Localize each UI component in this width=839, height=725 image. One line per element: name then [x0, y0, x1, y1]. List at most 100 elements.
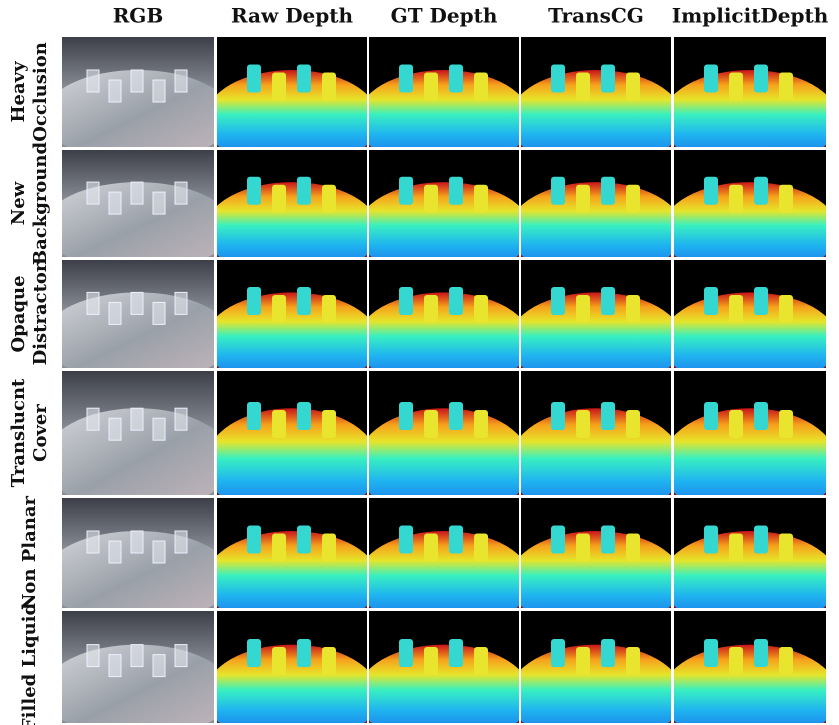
object-depth [779, 72, 793, 101]
object-depth [399, 402, 413, 430]
object-depth [779, 533, 793, 562]
object-depth [449, 287, 463, 315]
object-depth [551, 176, 565, 205]
object-depth [576, 647, 590, 675]
object-depth [704, 402, 718, 430]
glass [86, 181, 100, 205]
glass [130, 291, 144, 315]
column-header: TransCG [548, 4, 644, 28]
glass [86, 69, 100, 93]
object-depth [272, 184, 286, 213]
object-depth [272, 647, 286, 675]
object-depth [297, 525, 311, 554]
object-depth [297, 64, 311, 93]
object-depth [399, 176, 413, 205]
object-depth [626, 533, 640, 562]
depth-image [217, 498, 367, 608]
glass [86, 530, 100, 554]
object-depth [601, 176, 615, 205]
object-depth [297, 287, 311, 315]
object-depth [626, 295, 640, 323]
glass [152, 191, 166, 215]
rgb-image [62, 150, 214, 257]
object-depth [474, 295, 488, 323]
object-depth [399, 287, 413, 315]
depth-image [674, 260, 826, 368]
depth-image [674, 37, 826, 147]
object-depth [754, 176, 768, 205]
object-depth [754, 287, 768, 315]
glass [174, 181, 188, 205]
object-depth [576, 72, 590, 101]
glass [174, 291, 188, 315]
object-depth [576, 410, 590, 438]
object-depth [626, 72, 640, 101]
object-depth [247, 287, 261, 315]
object-depth [474, 184, 488, 213]
glass [86, 644, 100, 668]
object-depth [576, 184, 590, 213]
object-depth [704, 64, 718, 93]
depth-image [217, 37, 367, 147]
rgb-image [62, 611, 214, 723]
glass [108, 301, 122, 325]
row-label: Filled Liquid [19, 602, 40, 725]
object-depth [704, 287, 718, 315]
object-depth [449, 639, 463, 667]
object-depth [551, 639, 565, 667]
glass [86, 291, 100, 315]
row-label: Occlusion [30, 42, 51, 142]
glass [152, 654, 166, 678]
object-depth [247, 639, 261, 667]
object-depth [729, 184, 743, 213]
object-depth [779, 647, 793, 675]
object-depth [576, 295, 590, 323]
object-depth [322, 647, 336, 675]
object-depth [449, 402, 463, 430]
object-depth [626, 647, 640, 675]
object-depth [424, 647, 438, 675]
glass [152, 540, 166, 564]
glass [108, 654, 122, 678]
depth-image [674, 498, 826, 608]
object-depth [424, 533, 438, 562]
object-depth [729, 295, 743, 323]
column-header: ImplicitDepth [672, 4, 829, 28]
glass [108, 79, 122, 103]
object-depth [474, 647, 488, 675]
object-depth [247, 402, 261, 430]
column-header: RGB [113, 4, 164, 28]
object-depth [247, 176, 261, 205]
depth-image [369, 260, 519, 368]
object-depth [424, 72, 438, 101]
object-depth [399, 525, 413, 554]
object-depth [551, 402, 565, 430]
depth-image [521, 498, 671, 608]
depth-image [521, 371, 671, 495]
glass [130, 644, 144, 668]
row-label: Background [30, 142, 51, 266]
object-depth [424, 184, 438, 213]
row-label: Translucnt [8, 378, 29, 487]
object-depth [779, 184, 793, 213]
depth-image [217, 371, 367, 495]
depth-image [521, 150, 671, 257]
glass [152, 417, 166, 441]
glass [130, 407, 144, 431]
column-header: Raw Depth [231, 4, 354, 28]
object-depth [704, 525, 718, 554]
object-depth [297, 639, 311, 667]
glass [152, 79, 166, 103]
object-depth [399, 639, 413, 667]
object-depth [754, 64, 768, 93]
glass [130, 530, 144, 554]
object-depth [424, 410, 438, 438]
depth-image [217, 260, 367, 368]
object-depth [551, 287, 565, 315]
rgb-image [62, 260, 214, 368]
glass [174, 644, 188, 668]
row-label: New [8, 181, 29, 225]
glass [86, 407, 100, 431]
glass [130, 69, 144, 93]
